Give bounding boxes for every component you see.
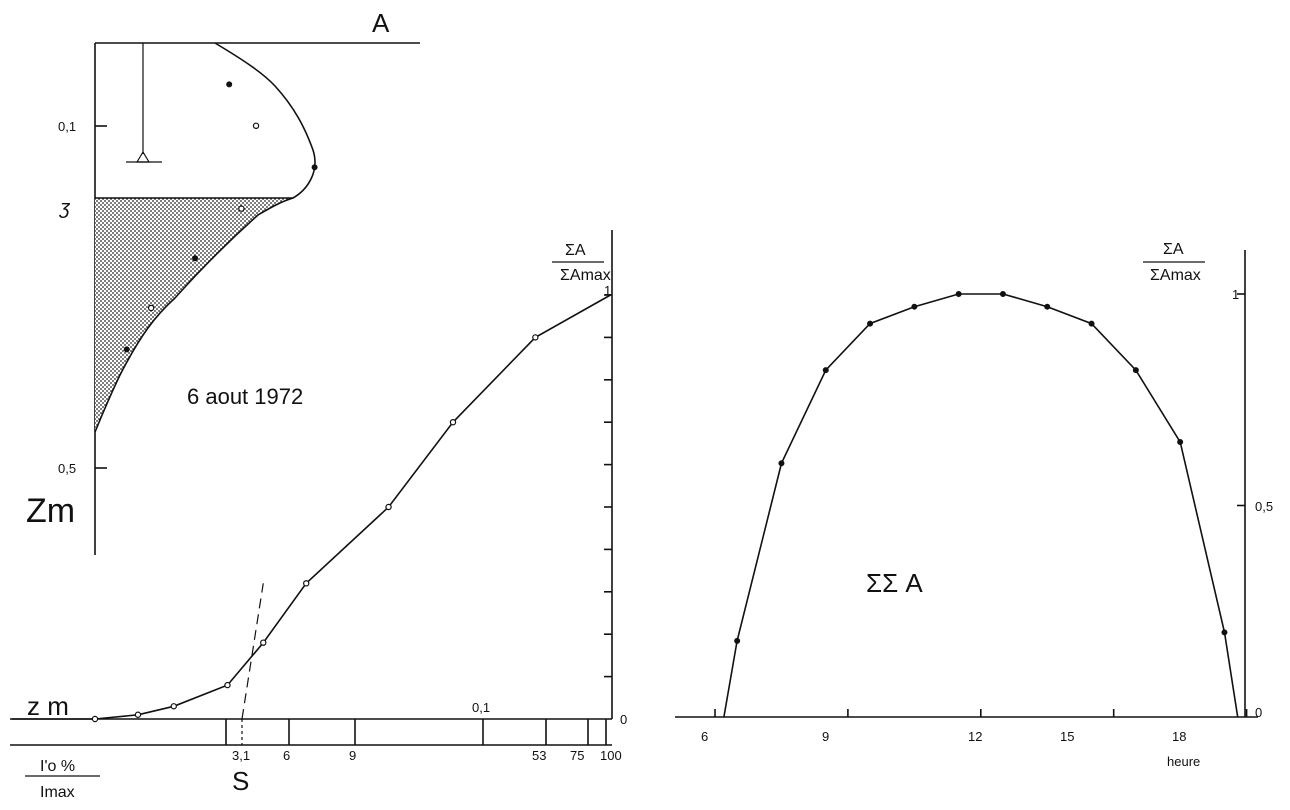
daily-point [1177,439,1184,446]
profile-curve [94,42,316,433]
daily-y-label-top: ΣA [1163,241,1184,258]
daily-ytick-0: 0 [1255,705,1262,720]
light-intercept-label: S [232,766,249,796]
light-chart-date: 6 aout 1972 [187,384,303,409]
light-x-ticks [225,719,607,745]
light-point [303,580,310,587]
daily-y-label-bottom: ΣAmax [1150,267,1201,284]
daily-point [1044,303,1051,310]
profile-chart: 0,1 0,5 A Zm ʒ [26,8,420,555]
light-inner-label: 0,1 [472,700,490,715]
daily-chart: 6 9 12 15 18 heure 0 0,5 1 ΣA ΣAmax ΣΣ A [675,241,1273,769]
profile-point [238,205,245,212]
profile-z-marker: ʒ [58,197,71,219]
profile-ytick-0-1: 0,1 [58,119,76,134]
profile-point [147,304,155,312]
light-markers [91,334,539,723]
daily-curve [723,293,1239,718]
daily-ytick-0-5: 0,5 [1255,499,1273,514]
daily-point [911,303,918,310]
light-y-label-top: ΣA [565,242,586,259]
profile-point [123,346,130,353]
light-point [170,703,177,710]
light-x-label-top: I'o % [40,758,75,775]
daily-xtick-6: 6 [701,729,708,744]
light-point [385,503,392,511]
profile-markers [123,81,318,353]
daily-x-ticks [714,709,1248,717]
daily-point [778,460,785,467]
light-point [91,715,99,723]
profile-point [192,255,199,262]
daily-y-ticks [1237,293,1245,507]
profile-shaded-area [95,198,293,432]
daily-xtick-18: 18 [1172,729,1186,744]
daily-point [999,290,1006,297]
light-point [260,639,267,646]
profile-point [252,122,260,130]
profile-x-axis-label: A [372,8,390,38]
daily-point [1132,367,1139,374]
light-ytick-0: 0 [620,712,627,727]
light-y-ticks [604,294,612,678]
light-chart: 0 1 3,1 6 9 53 75 100 0,1 6 aout 1972 z … [10,230,627,801]
profile-ytick-0-5: 0,5 [58,461,76,476]
daily-point [822,367,829,374]
light-xtick-3-1: 3,1 [232,748,250,763]
profile-point [311,164,318,171]
light-xtick-53: 53 [532,748,546,763]
daily-x-axis-label: heure [1167,754,1200,769]
daily-xtick-15: 15 [1060,729,1074,744]
daily-point [867,320,874,327]
light-left-label: z m [27,691,69,721]
daily-point [955,290,962,297]
light-point [532,334,539,341]
light-y-label-bottom: ΣAmax [560,267,611,284]
light-point [224,681,231,689]
profile-y-axis-label: Zm [26,492,75,530]
daily-chart-annotation: ΣΣ A [866,568,923,598]
light-x-label-bottom: Imax [40,784,75,801]
daily-point [734,637,741,644]
light-tangent-line [241,583,264,720]
light-ytick-1: 1 [604,283,611,298]
light-xtick-75: 75 [570,748,584,763]
daily-markers [734,290,1228,644]
daily-xtick-12: 12 [968,729,982,744]
daily-xtick-9: 9 [822,729,829,744]
daily-point [1221,629,1228,636]
daily-point [1088,320,1095,327]
daily-ytick-1: 1 [1232,287,1239,302]
light-xtick-100: 100 [600,748,622,763]
light-xtick-6: 6 [283,748,290,763]
light-point [134,711,142,718]
light-point [449,419,457,426]
profile-point [226,81,233,88]
light-xtick-9: 9 [349,748,356,763]
